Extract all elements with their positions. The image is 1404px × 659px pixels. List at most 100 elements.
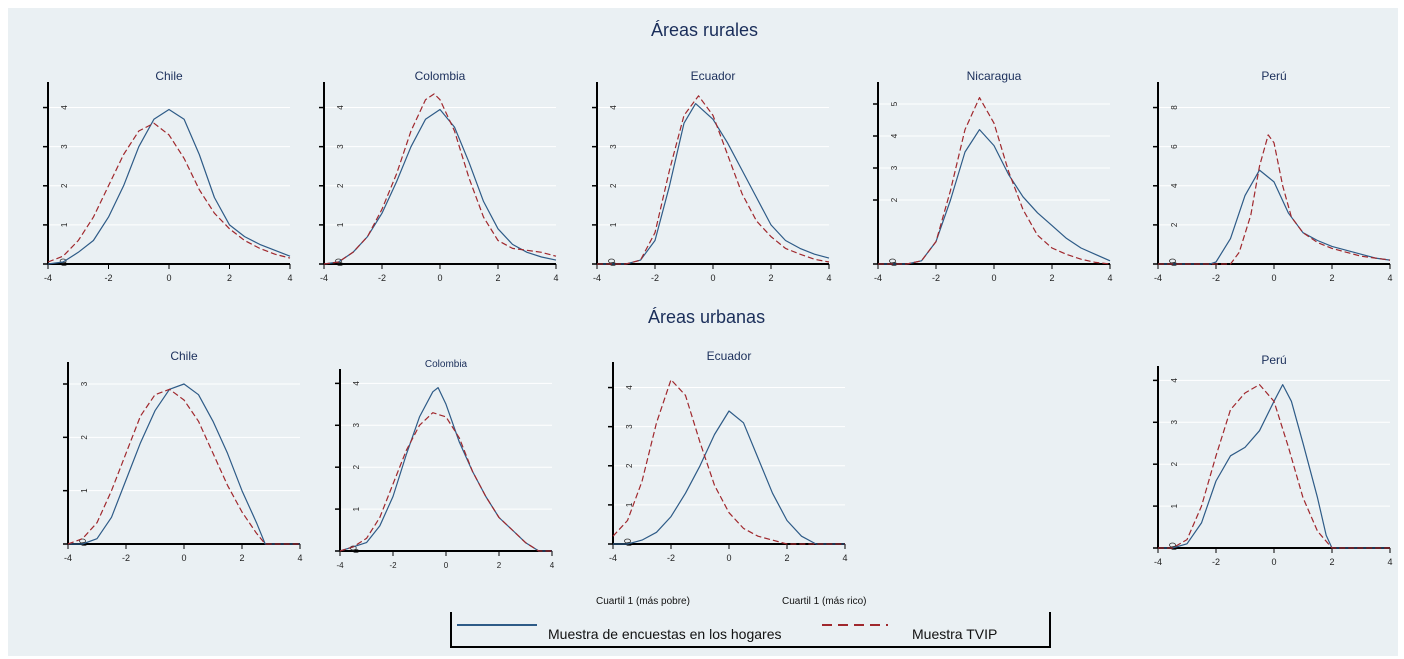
- x-tick-label: -4: [336, 561, 344, 570]
- x-tick-label: -4: [609, 553, 617, 563]
- origin-marker: [889, 258, 896, 264]
- plot-area: [878, 88, 1110, 264]
- series-line-tvip: [323, 93, 557, 265]
- series-line-tvip: [1158, 134, 1391, 265]
- y-tick-label: 2: [80, 435, 89, 440]
- y-tick-label: 2: [625, 463, 634, 468]
- legend-label-series2: Muestra TVIP: [912, 626, 998, 642]
- plot-area: [597, 88, 829, 264]
- origin-marker: [59, 258, 67, 264]
- panel-title: Perú: [1261, 353, 1286, 367]
- plot-area: [340, 375, 552, 551]
- series-line-households: [597, 103, 830, 265]
- y-tick-label: 4: [625, 385, 634, 390]
- y-tick-label: 1: [609, 222, 618, 227]
- x-tick-label: 0: [444, 561, 449, 570]
- panel-title: Colombia: [415, 69, 466, 83]
- panel-title: Perú: [1261, 69, 1286, 83]
- x-tick-label: 4: [287, 273, 292, 283]
- plot-area: [1158, 88, 1390, 264]
- panel-title: Chile: [170, 349, 198, 363]
- y-tick-label: 2: [609, 183, 618, 188]
- x-tick-label: 2: [239, 553, 244, 563]
- x-tick-label: -2: [1212, 273, 1220, 283]
- series-line-households: [68, 383, 300, 545]
- y-tick-label: 2: [352, 464, 361, 469]
- x-tick-label: 0: [437, 273, 442, 283]
- x-tick-label: 4: [842, 553, 847, 563]
- y-tick-label: 4: [1170, 378, 1179, 383]
- x-tick-label: 0: [991, 273, 996, 283]
- x-tick-label: 4: [826, 273, 831, 283]
- x-tick-label: -2: [378, 273, 386, 283]
- plot-area: [48, 88, 290, 264]
- panel-title: Ecuador: [691, 69, 736, 83]
- x-tick-label: -2: [932, 273, 940, 283]
- x-tick-label: 0: [710, 273, 715, 283]
- y-tick-label: 6: [1170, 144, 1179, 149]
- series-line-tvip: [597, 95, 830, 265]
- series-line-tvip: [878, 97, 1111, 265]
- x-tick-label: 2: [1329, 273, 1334, 283]
- panel-title: Ecuador: [707, 349, 752, 363]
- y-tick-label: 3: [890, 165, 899, 170]
- x-tick-label: 4: [297, 553, 302, 563]
- x-tick-label: -2: [389, 561, 397, 570]
- origin-marker: [1169, 258, 1176, 264]
- y-tick-label: 3: [80, 381, 89, 386]
- origin-marker: [79, 538, 86, 544]
- x-tick-label: -2: [122, 553, 130, 563]
- y-tick-label: 5: [890, 101, 899, 106]
- y-tick-label: 4: [890, 133, 899, 138]
- x-tick-label: 4: [550, 561, 555, 570]
- x-tick-label: 4: [553, 273, 558, 283]
- origin-marker: [1169, 542, 1176, 548]
- y-tick-label: 2: [1170, 461, 1179, 466]
- panel-title: Colombia: [425, 359, 468, 370]
- series-line-households: [1158, 169, 1391, 265]
- y-tick-label: 4: [60, 105, 69, 110]
- legend: [450, 612, 1051, 648]
- x-tick-label: 2: [1049, 273, 1054, 283]
- x-tick-label: 4: [1387, 557, 1392, 567]
- panel-title: Chile: [155, 69, 183, 83]
- y-tick-label: 1: [1170, 503, 1179, 508]
- x-tick-label: 0: [166, 273, 171, 283]
- series-line-tvip: [47, 122, 291, 263]
- x-tick-label: -4: [320, 273, 328, 283]
- series-line-households: [1158, 384, 1390, 549]
- x-tick-label: -2: [667, 553, 675, 563]
- y-tick-label: 4: [336, 105, 345, 110]
- y-tick-label: 3: [336, 144, 345, 149]
- section-title-rural: Áreas rurales: [651, 20, 759, 40]
- y-tick-label: 3: [625, 424, 634, 429]
- origin-marker: [608, 258, 615, 264]
- x-tick-label: -2: [1212, 557, 1220, 567]
- plot-area: [1158, 372, 1390, 548]
- series-line-households: [47, 108, 291, 265]
- y-tick-label: 1: [352, 506, 361, 511]
- x-tick-label: 2: [497, 561, 502, 570]
- y-tick-label: 8: [1170, 105, 1179, 110]
- section-title-urban: Áreas urbanas: [648, 307, 766, 327]
- legend-subtitle-2: Cuartil 1 (más rico): [782, 596, 867, 607]
- y-tick-label: 3: [1170, 420, 1179, 425]
- y-tick-label: 2: [890, 197, 899, 202]
- x-tick-label: 4: [1387, 273, 1392, 283]
- origin-marker: [335, 258, 342, 264]
- y-tick-label: 3: [352, 423, 361, 428]
- plot-area: [324, 88, 556, 264]
- legend-swatch-series1: [457, 624, 537, 626]
- x-tick-label: -4: [64, 553, 72, 563]
- y-tick-label: 2: [60, 183, 69, 188]
- x-tick-label: 2: [768, 273, 773, 283]
- plot-area: [68, 368, 300, 544]
- x-tick-label: 0: [181, 553, 186, 563]
- x-tick-label: 2: [1329, 557, 1334, 567]
